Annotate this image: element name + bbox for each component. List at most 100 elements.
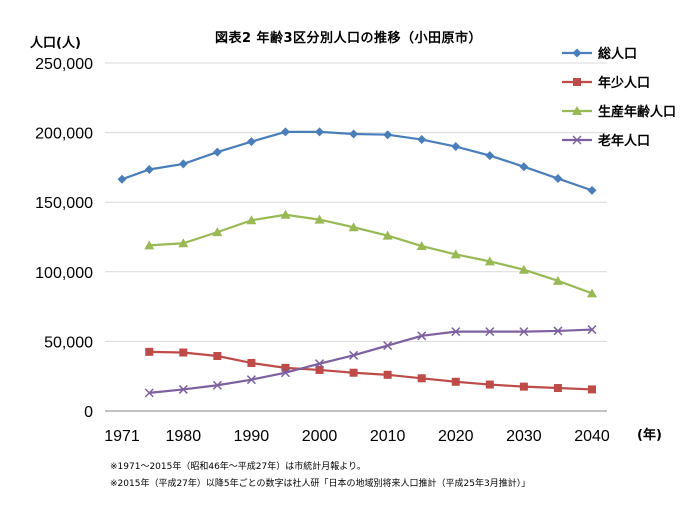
marker-stroke [485, 327, 495, 337]
data-point [280, 209, 291, 219]
data-point [145, 347, 154, 356]
marker-stroke [212, 380, 222, 390]
chart-title: 図表2 年齢3区分別人口の推移（小田原市） [214, 31, 483, 46]
legend-swatch-working-age [562, 105, 592, 115]
y-tick-label: 50,000 [44, 334, 93, 351]
legend-swatch-total [562, 48, 592, 57]
data-point [349, 350, 359, 360]
data-point [587, 325, 597, 335]
x-tick-label: 1980 [166, 428, 202, 445]
y-tick-label: 150,000 [35, 195, 93, 212]
data-point [247, 358, 256, 367]
legend-item-working-age: 生産年齢人口 [562, 96, 676, 125]
data-point [485, 380, 494, 389]
data-point [178, 384, 188, 394]
legend-item-total: 総人口 [562, 38, 676, 67]
data-point [587, 185, 597, 195]
footnote-source-2: ※2015年（平成27年）以降5年ごとの数字は社人研「日本の地域別将来人口推計（… [110, 479, 531, 489]
legend-label-youth: 年少人口 [598, 76, 651, 91]
series-line [149, 213, 593, 295]
data-point [382, 230, 393, 240]
data-point [315, 365, 324, 374]
footnotes: ※1971～2015年（昭和46年～平成27年）は市統計月報より。 ※2015年… [110, 459, 530, 493]
data-point [314, 214, 325, 224]
data-point [383, 341, 393, 351]
data-point [485, 151, 495, 161]
x-tick-label: 2040 [574, 428, 610, 445]
marker-stroke [383, 341, 393, 351]
data-point [281, 363, 290, 372]
x-tick-label: 1990 [234, 428, 270, 445]
data-point [519, 327, 529, 337]
legend-label-total: 総人口 [598, 47, 638, 62]
y-axis-label: 人口(人) [30, 36, 81, 51]
legend-swatch-elderly [562, 134, 592, 145]
series-1 [145, 347, 596, 394]
data-point [144, 240, 155, 250]
data-point [213, 352, 222, 361]
data-point [588, 385, 596, 394]
data-point [315, 127, 325, 137]
data-point [451, 142, 461, 152]
data-point [178, 238, 189, 248]
data-point [518, 264, 529, 274]
data-point [144, 164, 154, 174]
data-point [280, 368, 291, 378]
x-tick-label: 2000 [302, 428, 338, 445]
legend: 総人口 年少人口 生産年齢人口 老年人口 [562, 38, 676, 154]
data-point [348, 222, 359, 232]
data-point [315, 359, 325, 369]
marker-stroke [315, 359, 325, 369]
data-point [587, 288, 597, 298]
data-point [519, 162, 529, 172]
marker-stroke [553, 326, 563, 336]
y-tick-label: 200,000 [35, 126, 93, 143]
data-point [417, 135, 427, 145]
y-tick-label: 100,000 [35, 265, 93, 282]
legend-swatch-marker [573, 77, 581, 86]
series-0 [117, 127, 597, 195]
x-tick-label: 1971 [104, 428, 140, 445]
data-point [485, 327, 495, 337]
marker-stroke [144, 388, 154, 398]
data-point [451, 377, 460, 386]
data-point [280, 127, 290, 137]
marker-stroke [417, 331, 427, 341]
y-tick-label: 250,000 [35, 56, 93, 73]
legend-swatch-marker [572, 134, 582, 145]
data-point [451, 327, 461, 337]
data-point [553, 174, 563, 184]
data-point [144, 388, 154, 398]
x-tick-label: 2010 [370, 428, 406, 445]
data-point [416, 241, 427, 251]
data-point [519, 382, 528, 391]
series-line [121, 130, 593, 192]
data-point [178, 159, 188, 169]
data-point [117, 174, 127, 184]
data-point [553, 384, 562, 393]
data-point [383, 370, 392, 379]
data-point [417, 331, 427, 341]
x-tick-label: 2030 [506, 428, 542, 445]
legend-label-elderly: 老年人口 [598, 134, 651, 149]
marker-stroke [451, 327, 461, 337]
data-point [212, 227, 223, 237]
data-point [179, 348, 188, 357]
series-line [149, 328, 593, 394]
series-3 [144, 325, 597, 398]
marker-stroke [572, 134, 582, 145]
data-point [246, 215, 257, 225]
series-line [149, 350, 593, 391]
marker-stroke [280, 368, 291, 378]
data-point [212, 380, 222, 390]
marker-stroke [349, 350, 359, 360]
data-point [450, 249, 461, 259]
legend-swatch-marker [572, 105, 582, 115]
marker-stroke [587, 325, 597, 335]
data-point [552, 275, 563, 285]
data-point [246, 375, 256, 385]
data-point [246, 137, 256, 147]
y-tick-label: 0 [84, 404, 93, 421]
